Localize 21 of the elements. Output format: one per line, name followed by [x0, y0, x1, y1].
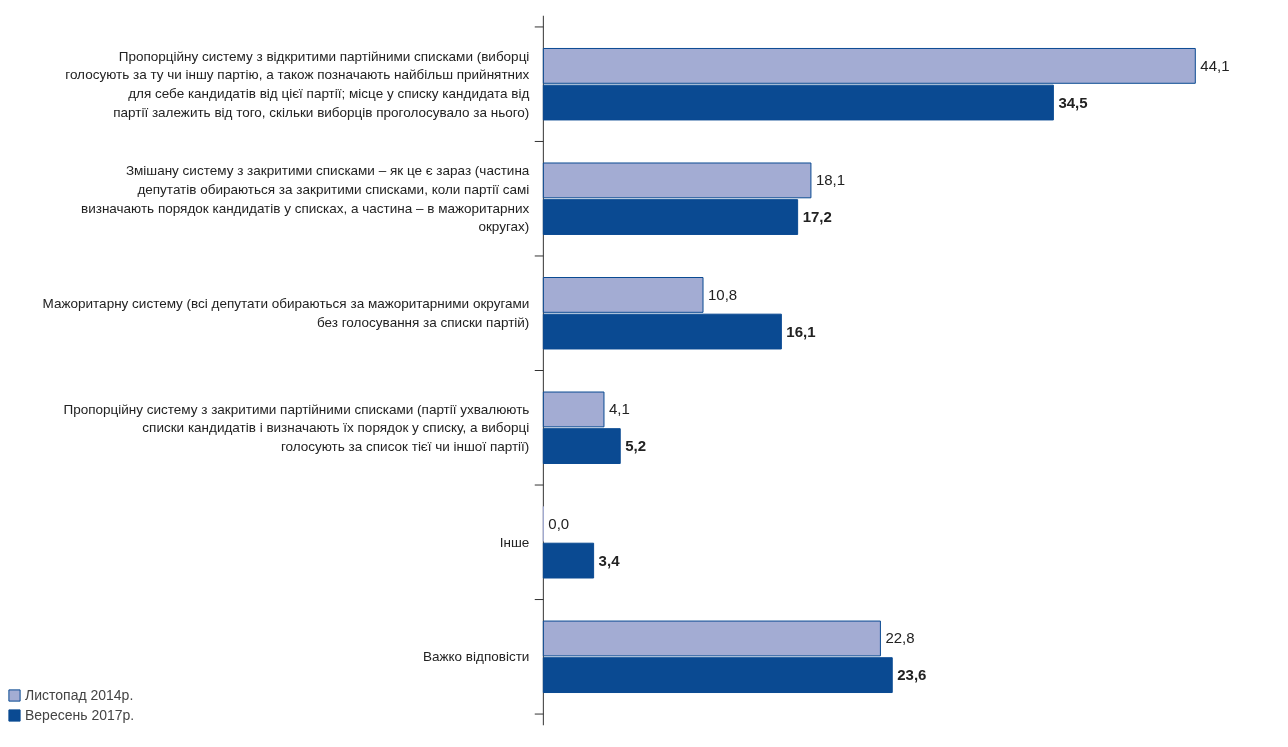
y-tick-label: Мажоритарну систему (всі депутати обираються за мажоритарними округами без голосування за списки партій)	[42, 296, 530, 331]
data-label: 23,6	[897, 666, 927, 684]
data-label: 10,8	[708, 285, 738, 303]
data-label: 44,1	[1200, 56, 1230, 74]
data-label: 0,0	[548, 514, 570, 532]
data-label: 34,5	[1058, 93, 1088, 111]
y-tick-label: Інше	[499, 534, 530, 550]
legend-label: Листопад 2014р.	[25, 687, 134, 703]
data-label: 17,2	[802, 208, 832, 226]
y-tick-label: Змішану систему з закритими списками – як це є зараз (частина депутатів обираються за закритими списками, коли партії самі визначають порядок кандидатів у списках, а частина – в мажоритарних округах)	[80, 163, 530, 235]
data-label: 5,2	[625, 437, 647, 455]
data-label: 4,1	[608, 400, 630, 418]
y-tick-label: Пропорційну систему з закритими партійними списками (партії ухвалюють списки кандидатів і визначають їх порядок у списку, а виборці голосують за список тієї чи іншої партії)	[63, 401, 530, 455]
y-tick-label: Пропорційну систему з відкритими партійними списками (виборці голосують за ту чи іншу партію, а також позначають найбільш прийнятних для себе кандидатів від цієї партії; місце у списку кандидата від партії залежить від того, скільки виборців проголосувало за нього)	[65, 48, 530, 120]
data-label: 22,8	[885, 629, 915, 647]
data-label: 16,1	[786, 322, 816, 340]
bar	[542, 542, 595, 579]
y-tick-label: Важко відповісти	[422, 649, 530, 665]
data-label: 18,1	[815, 171, 846, 189]
legend-label: Вересень 2017р.	[25, 707, 135, 723]
data-label: 3,4	[598, 551, 621, 569]
